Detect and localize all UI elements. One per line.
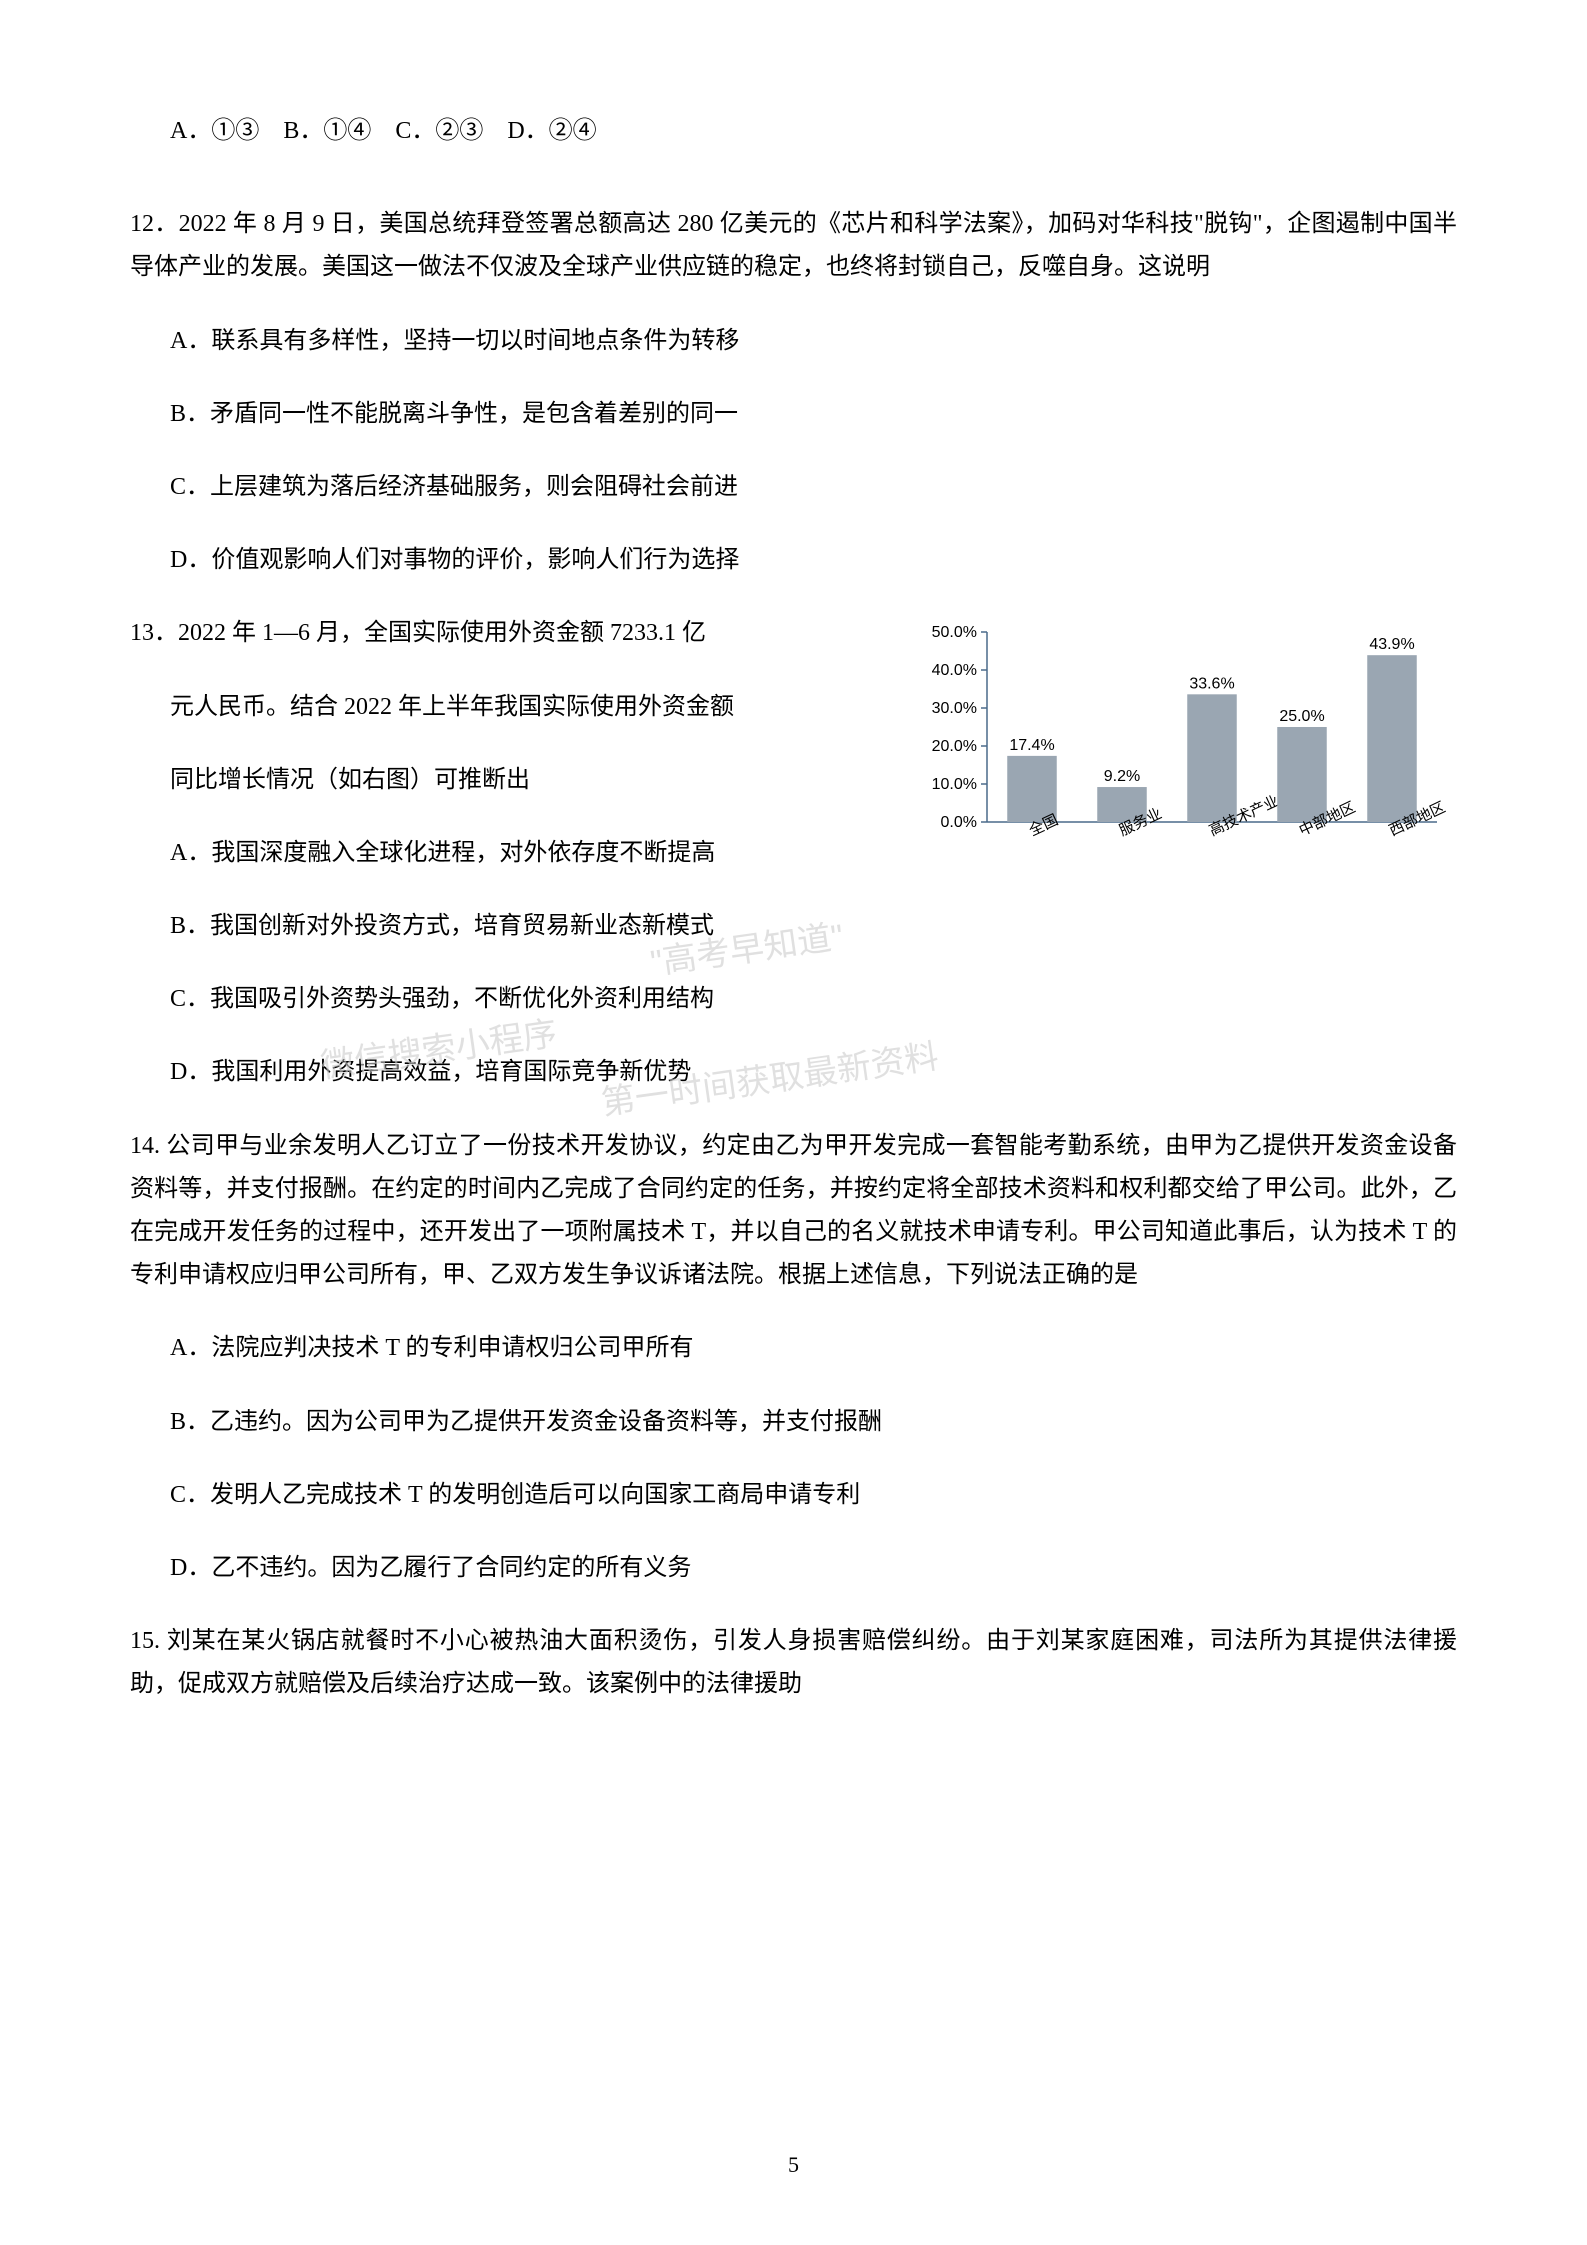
q14-option-c: C．发明人乙完成技术 T 的发明创造后可以向国家工商局申请专利 <box>130 1474 1457 1517</box>
q13-chart: 0.0%10.0%20.0%30.0%40.0%50.0%17.4%全国9.2%… <box>917 612 1457 892</box>
question-13: 13．2022 年 1—6 月，全国实际使用外资金额 7233.1 亿 元人民币… <box>130 612 1457 1094</box>
page-number: 5 <box>0 2145 1587 2185</box>
q12-stem: 12．2022 年 8 月 9 日，美国总统拜登签署总额高达 280 亿美元的《… <box>130 203 1457 289</box>
svg-text:10.0%: 10.0% <box>932 776 977 793</box>
q13-option-a: A．我国深度融入全球化进程，对外依存度不断提高 <box>130 832 750 875</box>
question-14: 14. 公司甲与业余发明人乙订立了一份技术开发协议，约定由乙为甲开发完成一套智能… <box>130 1125 1457 1591</box>
q13-option-c: C．我国吸引外资势头强劲，不断优化外资利用结构 <box>130 978 750 1021</box>
q13-line1: 13．2022 年 1—6 月，全国实际使用外资金额 7233.1 亿 <box>130 612 750 655</box>
svg-text:43.9%: 43.9% <box>1369 636 1414 653</box>
q12-option-a: A．联系具有多样性，坚持一切以时间地点条件为转移 <box>130 320 1457 363</box>
q11-options: A．①③ B．①④ C．②③ D．②④ <box>130 110 1457 153</box>
q14-stem: 14. 公司甲与业余发明人乙订立了一份技术开发协议，约定由乙为甲开发完成一套智能… <box>130 1125 1457 1298</box>
question-12: 12．2022 年 8 月 9 日，美国总统拜登签署总额高达 280 亿美元的《… <box>130 203 1457 582</box>
svg-text:33.6%: 33.6% <box>1189 676 1234 693</box>
q14-option-b: B．乙违约。因为公司甲为乙提供开发资金设备资料等，并支付报酬 <box>130 1401 1457 1444</box>
svg-text:25.0%: 25.0% <box>1279 708 1324 725</box>
q13-line3: 同比增长情况（如右图）可推断出 <box>130 759 750 802</box>
q12-option-b: B．矛盾同一性不能脱离斗争性，是包含着差别的同一 <box>130 393 1457 436</box>
bar-chart-svg: 0.0%10.0%20.0%30.0%40.0%50.0%17.4%全国9.2%… <box>917 612 1457 892</box>
svg-text:30.0%: 30.0% <box>932 700 977 717</box>
q14-option-a: A．法院应判决技术 T 的专利申请权归公司甲所有 <box>130 1327 1457 1370</box>
q13-line2: 元人民币。结合 2022 年上半年我国实际使用外资金额 <box>130 686 750 729</box>
q13-option-b: B．我国创新对外投资方式，培育贸易新业态新模式 <box>130 905 750 948</box>
q15-stem: 15. 刘某在某火锅店就餐时不小心被热油大面积烫伤，引发人身损害赔偿纠纷。由于刘… <box>130 1620 1457 1706</box>
svg-text:0.0%: 0.0% <box>941 814 977 831</box>
q12-option-c: C．上层建筑为落后经济基础服务，则会阻碍社会前进 <box>130 466 1457 509</box>
svg-text:50.0%: 50.0% <box>932 624 977 641</box>
q13-option-d: D．我国利用外资提高效益，培育国际竞争新优势 <box>130 1051 750 1094</box>
svg-text:40.0%: 40.0% <box>932 662 977 679</box>
question-15: 15. 刘某在某火锅店就餐时不小心被热油大面积烫伤，引发人身损害赔偿纠纷。由于刘… <box>130 1620 1457 1706</box>
svg-text:17.4%: 17.4% <box>1009 737 1054 754</box>
q12-option-d: D．价值观影响人们对事物的评价，影响人们行为选择 <box>130 539 1457 582</box>
svg-text:9.2%: 9.2% <box>1104 768 1140 785</box>
q14-option-d: D．乙不违约。因为乙履行了合同约定的所有义务 <box>130 1547 1457 1590</box>
svg-text:20.0%: 20.0% <box>932 738 977 755</box>
